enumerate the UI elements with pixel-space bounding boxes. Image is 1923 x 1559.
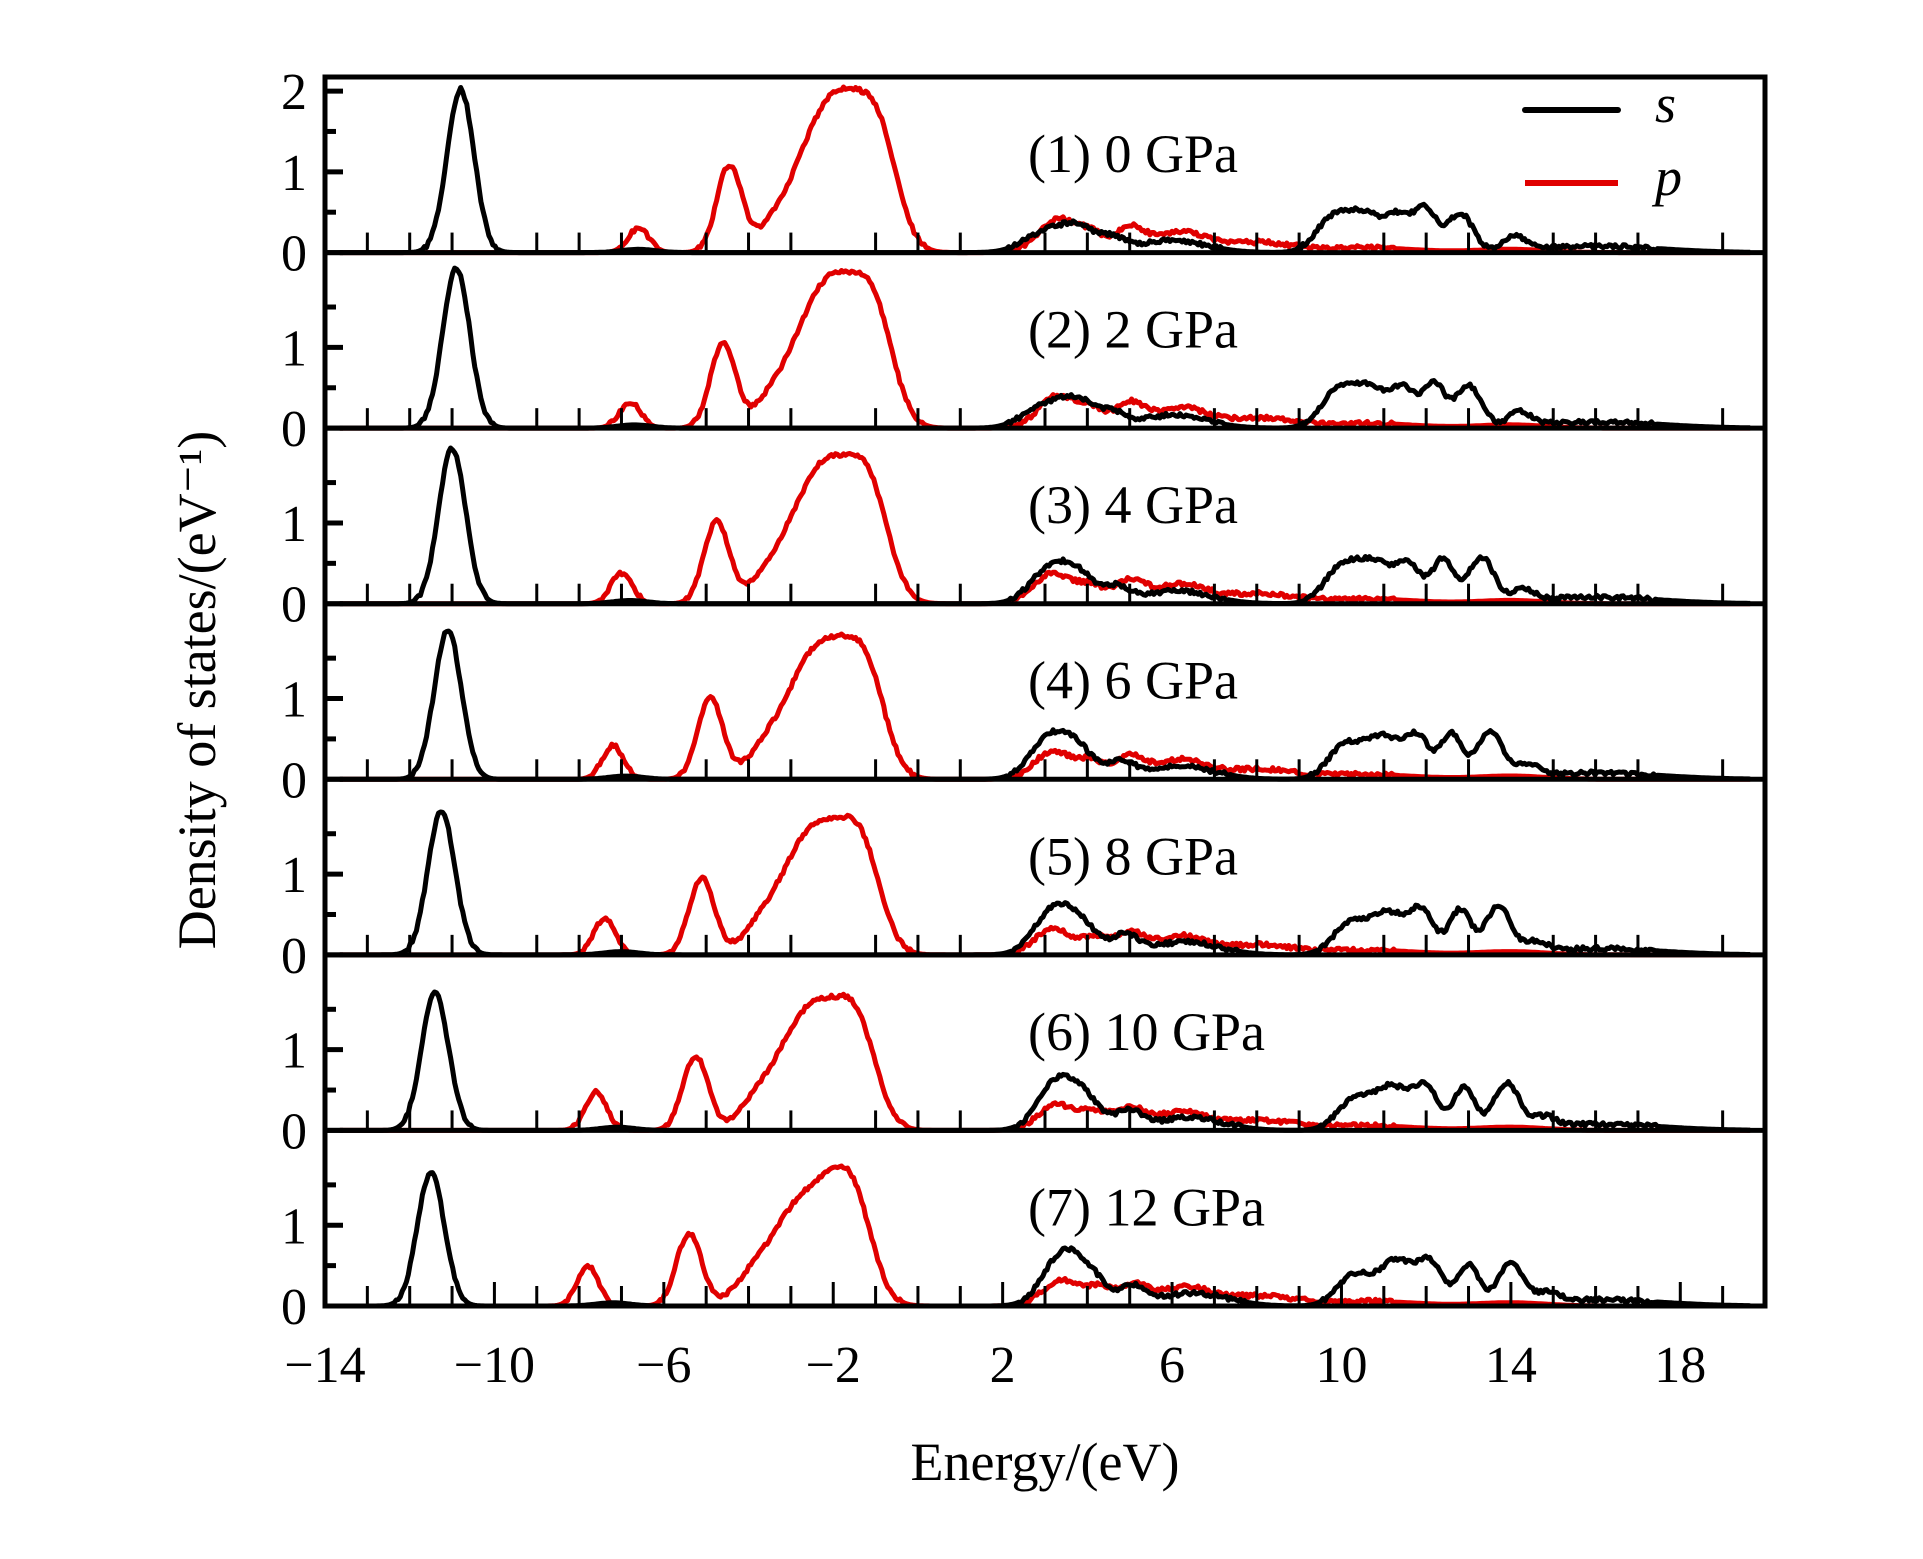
legend-label-s: s: [1655, 74, 1676, 134]
y-tick-label: 0: [281, 226, 307, 283]
y-tick-label: 0: [281, 401, 307, 458]
panel-label-5: (5) 8 GPa: [1028, 826, 1238, 886]
y-tick-label: 0: [281, 928, 307, 985]
y-axis-title: Density of states/(eV⁻¹): [167, 431, 227, 950]
x-tick-label: 2: [990, 1337, 1016, 1394]
x-tick-label: 18: [1654, 1337, 1706, 1394]
y-tick-label: 0: [281, 577, 307, 634]
curve-p-panel-6: [339, 991, 1751, 1133]
y-tick-label: 1: [281, 145, 307, 202]
plot-frame: [322, 74, 1768, 1309]
x-tick-label: −6: [636, 1337, 691, 1394]
panel-label-1: (1) 0 GPa: [1028, 124, 1238, 184]
y-tick-label: 1: [281, 1198, 307, 1255]
y-tick-label: 1: [281, 1023, 307, 1080]
y-tick-label: 1: [281, 847, 307, 904]
y-tick-label: 1: [281, 496, 307, 553]
x-tick-label: −2: [806, 1337, 861, 1394]
x-axis-title: Energy/(eV): [911, 1432, 1180, 1492]
labels-layer: 0 1 2 (1) 0 GPa 0 1 (2) 2 GPa 0 1 (3) 4 GPa 0 1 (4) …: [281, 64, 1706, 1394]
axes-layer: [322, 74, 1768, 1309]
y-tick-label: 1: [281, 320, 307, 377]
x-tick-label: 6: [1159, 1337, 1185, 1394]
legend-label-p: p: [1651, 147, 1682, 207]
panel-label-4: (4) 6 GPa: [1028, 651, 1238, 711]
x-tick-label: 14: [1485, 1337, 1537, 1394]
y-tick-label: 0: [281, 1103, 307, 1160]
panel-label-2: (2) 2 GPa: [1028, 300, 1238, 360]
panel-label-7: (7) 12 GPa: [1028, 1177, 1265, 1237]
y-tick-label: 0: [281, 1279, 307, 1336]
x-tick-label: −14: [284, 1337, 365, 1394]
y-tick-label: 0: [281, 752, 307, 809]
panel-label-6: (6) 10 GPa: [1028, 1002, 1265, 1062]
x-tick-label: −10: [454, 1337, 535, 1394]
y-tick-label: 1: [281, 672, 307, 729]
panel-label-3: (3) 4 GPa: [1028, 475, 1238, 535]
legend: s p: [1522, 74, 1682, 207]
y-tick-label: 2: [281, 64, 307, 121]
x-tick-label: 10: [1315, 1337, 1367, 1394]
